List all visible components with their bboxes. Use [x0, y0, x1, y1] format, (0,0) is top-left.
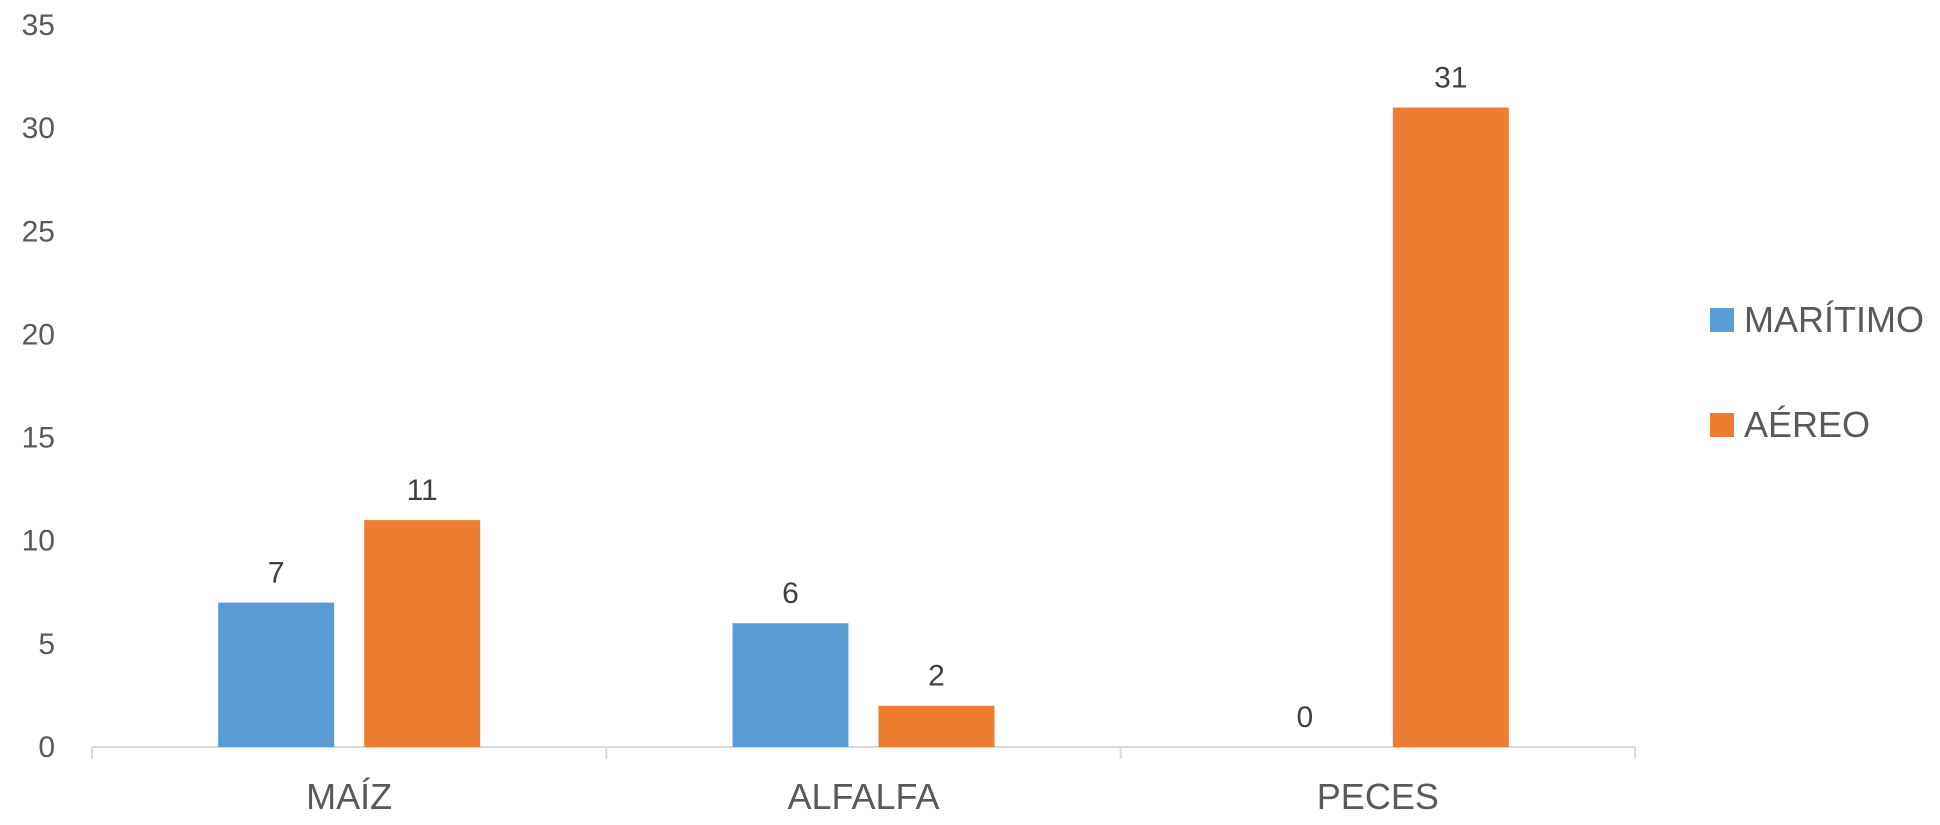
y-tick-label: 30: [22, 112, 55, 145]
data-labels: 7 6 0 11 2 31: [268, 62, 1468, 734]
legend-label: AÉREO: [1744, 404, 1870, 445]
bar-aéreo: [1392, 107, 1509, 747]
data-label: 2: [928, 660, 945, 693]
y-tick-label: 15: [22, 422, 55, 455]
data-label: 31: [1434, 62, 1467, 95]
y-tick-label: 0: [38, 731, 55, 764]
bar-aéreo: [878, 705, 995, 747]
bar-aéreo: [364, 520, 481, 747]
y-tick-label: 25: [22, 215, 55, 248]
data-label: 11: [407, 474, 438, 507]
y-tick-label: 20: [22, 318, 55, 351]
legend-label: MARÍTIMO: [1744, 299, 1924, 340]
y-tick-label: 10: [22, 525, 55, 558]
y-axis-tick-labels: 0 5 10 15 20 25 30 35: [22, 9, 55, 764]
legend: MARÍTIMO AÉREO: [1710, 299, 1924, 445]
x-category-label: PECES: [1317, 776, 1439, 817]
bar-marítimo: [218, 602, 335, 747]
y-tick-label: 5: [38, 628, 55, 661]
x-category-label: MAÍZ: [306, 776, 392, 817]
data-label: 6: [782, 577, 799, 610]
x-axis: MAÍZ ALFALFA PECES: [91, 746, 1636, 817]
data-label: 0: [1296, 701, 1313, 734]
y-tick-label: 35: [22, 9, 55, 42]
legend-swatch: [1710, 308, 1734, 332]
x-category-label: ALFALFA: [787, 776, 939, 817]
bar-marítimo: [732, 623, 849, 747]
data-label: 7: [268, 557, 285, 590]
bar-series: [218, 107, 1509, 747]
legend-swatch: [1710, 413, 1734, 437]
